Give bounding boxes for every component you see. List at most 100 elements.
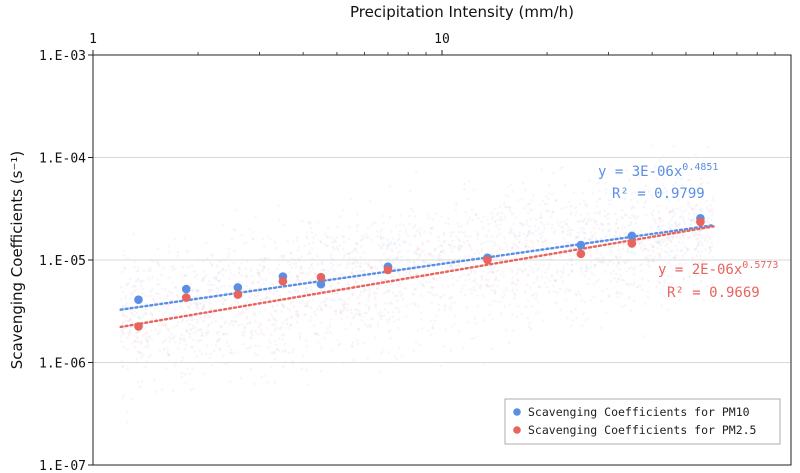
raw-sample-dot (548, 263, 551, 266)
raw-sample-dot (258, 273, 262, 277)
raw-sample-dot (585, 265, 588, 269)
raw-sample-dot (246, 300, 249, 304)
raw-sample-dot (300, 255, 303, 258)
raw-sample-dot (414, 215, 417, 218)
raw-sample-dot (705, 219, 709, 223)
raw-sample-dot (316, 221, 320, 224)
raw-sample-dot (507, 341, 511, 345)
raw-sample-dot (200, 334, 204, 337)
raw-sample-dot (711, 255, 714, 258)
raw-sample-dot (212, 312, 215, 316)
raw-sample-dot (663, 250, 667, 253)
raw-sample-dot (214, 320, 217, 323)
raw-sample-dot (222, 333, 225, 336)
raw-sample-dot (476, 304, 480, 308)
raw-sample-dot (383, 302, 387, 305)
raw-sample-dot (137, 340, 140, 344)
raw-sample-dot (682, 216, 685, 219)
raw-sample-dot (636, 240, 639, 243)
raw-sample-dot (147, 355, 151, 359)
raw-sample-dot (486, 271, 490, 275)
raw-sample-dot (407, 250, 410, 253)
raw-sample-dot (669, 226, 672, 230)
raw-sample-dot (158, 331, 161, 335)
raw-sample-dot (647, 189, 651, 193)
raw-sample-dot (144, 308, 147, 311)
raw-sample-dot (541, 199, 545, 203)
raw-sample-dot (284, 348, 288, 352)
raw-sample-dot (600, 259, 603, 263)
raw-sample-dot (373, 292, 377, 296)
raw-sample-dot (530, 305, 533, 308)
raw-sample-dot (592, 226, 596, 229)
raw-sample-dot (511, 270, 514, 273)
raw-sample-dot (656, 279, 660, 283)
raw-sample-dot (220, 316, 224, 319)
raw-sample-dot (614, 230, 618, 234)
raw-sample-dot (311, 298, 315, 302)
raw-sample-dot (165, 295, 169, 299)
raw-sample-dot (147, 344, 150, 347)
raw-sample-dot (399, 214, 403, 217)
raw-sample-dot (577, 231, 580, 234)
raw-sample-dot (624, 198, 627, 201)
pm10-equation-exponent: 0.4851 (682, 162, 718, 173)
raw-sample-dot (682, 233, 685, 237)
raw-sample-dot (351, 293, 355, 297)
raw-sample-dot (220, 325, 223, 329)
raw-sample-dot (352, 283, 356, 287)
raw-sample-dot (263, 245, 266, 248)
raw-sample-dot (627, 224, 631, 227)
raw-sample-dot (456, 246, 460, 250)
raw-sample-dot (230, 320, 234, 323)
raw-sample-dot (397, 266, 400, 270)
raw-sample-dot (313, 324, 316, 327)
raw-sample-dot (706, 217, 710, 220)
raw-sample-dot (245, 284, 248, 288)
raw-sample-dot (697, 240, 700, 244)
raw-sample-dot (156, 247, 159, 250)
raw-sample-dot (195, 299, 199, 303)
raw-sample-dot (535, 278, 539, 281)
raw-sample-dot (335, 291, 338, 295)
raw-sample-dot (449, 264, 452, 268)
raw-sample-dot (415, 249, 418, 252)
raw-sample-dot (430, 286, 434, 290)
raw-sample-dot (432, 276, 435, 280)
raw-sample-dot (589, 218, 593, 222)
raw-sample-dot (687, 274, 690, 278)
raw-sample-dot (470, 246, 474, 249)
raw-sample-dot (218, 278, 222, 282)
raw-sample-dot (622, 243, 625, 246)
raw-sample-dot (664, 244, 667, 248)
raw-sample-dot (570, 263, 574, 267)
raw-sample-dot (339, 310, 343, 313)
raw-sample-dot (419, 234, 422, 237)
raw-sample-dot (336, 264, 340, 267)
raw-sample-dot (694, 153, 697, 156)
raw-sample-dot (641, 278, 644, 281)
raw-sample-dot (524, 188, 527, 191)
raw-sample-dot (227, 252, 231, 255)
raw-sample-dot (480, 220, 483, 223)
raw-sample-dot (503, 236, 506, 240)
raw-sample-dot (369, 290, 372, 294)
raw-sample-dot (670, 195, 674, 198)
raw-sample-dot (688, 236, 691, 240)
raw-sample-dot (296, 249, 300, 252)
raw-sample-dot (189, 388, 193, 392)
raw-sample-dot (454, 203, 458, 207)
raw-sample-dot (175, 313, 179, 317)
raw-sample-dot (616, 227, 619, 230)
raw-sample-dot (585, 244, 589, 247)
raw-sample-dot (686, 247, 690, 251)
raw-sample-dot (464, 278, 467, 282)
raw-sample-dot (554, 279, 557, 282)
raw-sample-dot (163, 347, 166, 351)
raw-sample-dot (380, 245, 383, 249)
raw-sample-dot (207, 298, 211, 302)
raw-sample-dot (549, 215, 552, 218)
raw-sample-dot (590, 271, 593, 275)
raw-sample-dot (509, 209, 512, 213)
raw-sample-dot (121, 396, 124, 400)
